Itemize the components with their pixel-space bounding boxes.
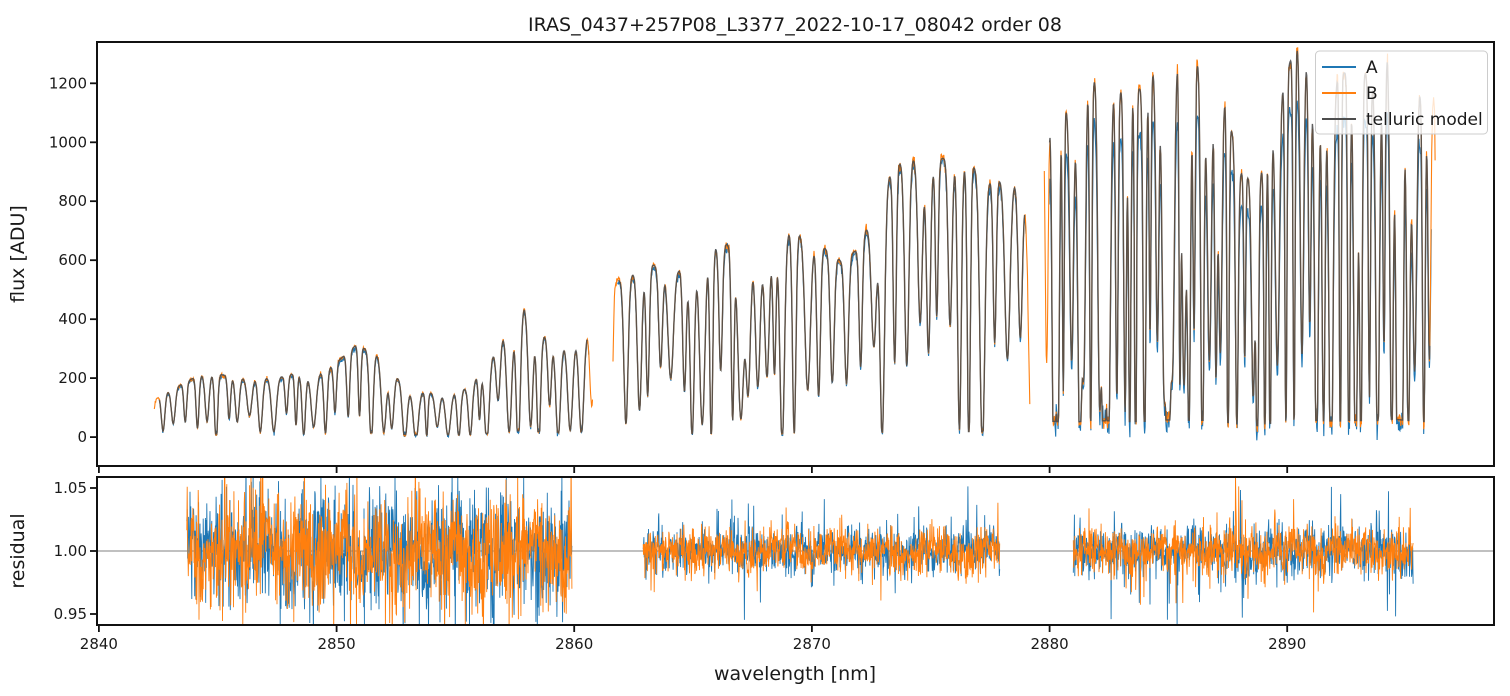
y-tick-label: 1.00 xyxy=(54,542,87,560)
y-tick-label: 600 xyxy=(58,251,87,269)
x-axis-label: wavelength [nm] xyxy=(714,663,876,685)
residual-panel-axes: 2840 2850 2860 2870 2880 2890 0.95 1.00 1.05 xyxy=(54,476,1495,653)
y-tick-label: 0.95 xyxy=(54,605,87,623)
residual-b-path xyxy=(186,477,1414,625)
y-tick-label: 200 xyxy=(58,369,87,387)
flux-curves xyxy=(153,47,1436,441)
axes-spine xyxy=(96,41,1495,467)
y-tick-label: 1200 xyxy=(49,74,87,92)
legend-label-telluric-model: telluric model xyxy=(1366,110,1483,130)
x-tick-label: 2870 xyxy=(793,635,831,653)
legend-label-b: B xyxy=(1366,84,1378,104)
y-tick-label: 400 xyxy=(58,310,87,328)
flux-panel-axes: 0 200 400 600 800 1000 1200 xyxy=(49,41,1495,473)
y-tick-label: 1.05 xyxy=(54,479,87,497)
residual-y-axis-label: residual xyxy=(7,513,29,588)
series-telluric-model-path xyxy=(158,50,1431,436)
y-tick-label: 800 xyxy=(58,192,87,210)
residual-curves xyxy=(97,477,1494,625)
legend-box xyxy=(1315,50,1488,135)
chart-title: IRAS_0437+257P08_L3377_2022-10-17_08042 … xyxy=(528,14,1062,36)
x-tick-label: 2840 xyxy=(80,635,118,653)
x-tick-label: 2860 xyxy=(555,635,593,653)
x-tick-label: 2880 xyxy=(1031,635,1069,653)
legend-label-a: A xyxy=(1366,58,1378,78)
legend: A B telluric model xyxy=(1315,50,1488,135)
y-tick-label: 0 xyxy=(77,428,87,446)
plot-area: 0 200 400 600 800 1000 1200 2840 2850 2860 2870 288… xyxy=(49,41,1495,653)
x-tick-label: 2890 xyxy=(1268,635,1306,653)
flux-y-axis-label: flux [ADU] xyxy=(7,205,29,303)
y-tick-label: 1000 xyxy=(49,133,87,151)
x-tick-label: 2850 xyxy=(318,635,356,653)
